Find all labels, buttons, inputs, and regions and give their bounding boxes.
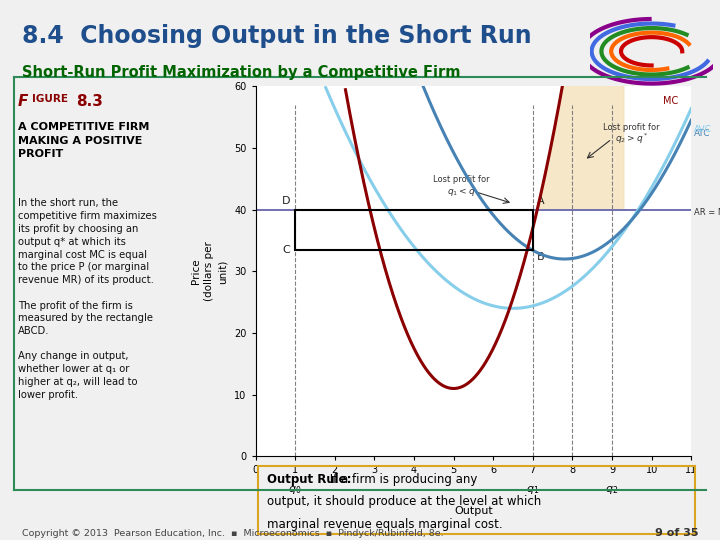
Text: ATC: ATC	[694, 130, 711, 138]
Text: Lost profit for: Lost profit for	[433, 175, 490, 184]
Bar	[295, 210, 533, 251]
Text: The profit of the firm is
measured by the rectangle
ABCD.: The profit of the firm is measured by th…	[18, 301, 153, 336]
Text: F: F	[18, 94, 28, 109]
Text: B: B	[537, 252, 544, 262]
Text: $q_2 > q^*$: $q_2 > q^*$	[615, 131, 649, 146]
Text: A: A	[537, 196, 544, 206]
Text: marginal revenue equals marginal cost.: marginal revenue equals marginal cost.	[266, 518, 503, 531]
Text: Output Rule:: Output Rule:	[266, 473, 351, 486]
Text: AR = MR = P: AR = MR = P	[694, 208, 720, 217]
Text: $q_1$: $q_1$	[526, 484, 539, 496]
Text: Short-Run Profit Maximization by a Competitive Firm: Short-Run Profit Maximization by a Compe…	[22, 65, 460, 80]
Text: Copyright © 2013  Pearson Education, Inc.  ▪  Microeconomics  ▪  Pindyck/Rubinfe: Copyright © 2013 Pearson Education, Inc.…	[22, 529, 444, 538]
Text: AVC: AVC	[694, 125, 712, 133]
Text: Any change in output,
whether lower at q₁ or
higher at q₂, will lead to
lower pr: Any change in output, whether lower at q…	[18, 351, 138, 400]
Text: 8.3: 8.3	[76, 94, 103, 109]
Text: If a firm is producing any: If a firm is producing any	[326, 473, 478, 486]
Text: MC: MC	[664, 96, 679, 106]
Text: 8.4  Choosing Output in the Short Run: 8.4 Choosing Output in the Short Run	[22, 24, 531, 48]
Text: D: D	[282, 196, 290, 206]
Text: output, it should produce at the level at which: output, it should produce at the level a…	[266, 495, 541, 508]
Text: $q_2$: $q_2$	[606, 484, 618, 496]
Text: Lost profit for: Lost profit for	[603, 123, 660, 132]
Text: C: C	[283, 245, 290, 255]
Text: IGURE: IGURE	[32, 94, 68, 104]
X-axis label: Output: Output	[454, 506, 492, 516]
Y-axis label: Price
(dollars per
unit): Price (dollars per unit)	[191, 241, 228, 301]
Text: In the short run, the
competitive firm maximizes
its profit by choosing an
outpu: In the short run, the competitive firm m…	[18, 198, 157, 285]
Text: $q_0$: $q_0$	[289, 484, 302, 496]
Text: A COMPETITIVE FIRM
MAKING A POSITIVE
PROFIT: A COMPETITIVE FIRM MAKING A POSITIVE PRO…	[18, 122, 149, 159]
Text: $q_1 < q$: $q_1 < q$	[447, 186, 476, 198]
Text: 9 of 35: 9 of 35	[655, 528, 698, 538]
